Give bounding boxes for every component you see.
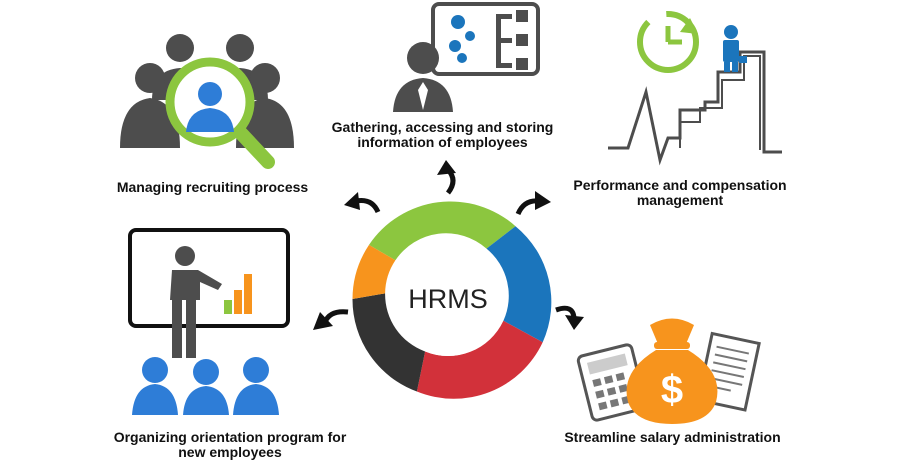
hrms-donut: HRMS xyxy=(352,201,552,399)
connector-arrows xyxy=(313,160,584,330)
label-performance-line2: management xyxy=(636,192,724,208)
label-performance-line1: Performance and compensation xyxy=(573,177,787,193)
orientation-icon xyxy=(128,228,290,415)
hrms-title: HRMS xyxy=(408,284,488,314)
label-recruiting: Managing recruiting process xyxy=(60,180,365,195)
arrow-to-salary xyxy=(555,305,584,330)
arrow-to-orientation xyxy=(313,309,349,330)
label-orientation-line2: new employees xyxy=(178,444,282,460)
arrow-to-recruiting xyxy=(344,192,381,214)
label-salary: Streamline salary administration xyxy=(530,430,815,445)
performance-icon xyxy=(608,11,782,166)
recruiting-icon xyxy=(120,34,294,169)
dollar-icon: $ xyxy=(661,368,683,412)
donut-segment-blue xyxy=(486,226,552,343)
label-information: Gathering, accessing and storing informa… xyxy=(290,120,595,150)
donut-center xyxy=(390,240,506,356)
donut-segment-dark xyxy=(352,293,426,392)
label-orientation-line1: Organizing orientation program for xyxy=(113,429,347,445)
donut-segment-red xyxy=(416,320,543,399)
information-icon xyxy=(393,2,540,112)
arrow-to-performance xyxy=(515,191,551,216)
label-salary-text: Streamline salary administration xyxy=(564,429,781,445)
salary-icon: $ xyxy=(576,318,761,424)
label-information-line1: Gathering, accessing and storing xyxy=(331,119,554,135)
label-recruiting-text: Managing recruiting process xyxy=(116,179,309,195)
label-orientation: Organizing orientation program for new e… xyxy=(75,430,385,460)
donut-segment-orange xyxy=(352,244,396,299)
donut-segment-green xyxy=(369,201,516,261)
arrow-to-information xyxy=(437,160,456,195)
label-performance: Performance and compensation management xyxy=(530,178,830,208)
label-information-line2: information of employees xyxy=(357,134,528,150)
